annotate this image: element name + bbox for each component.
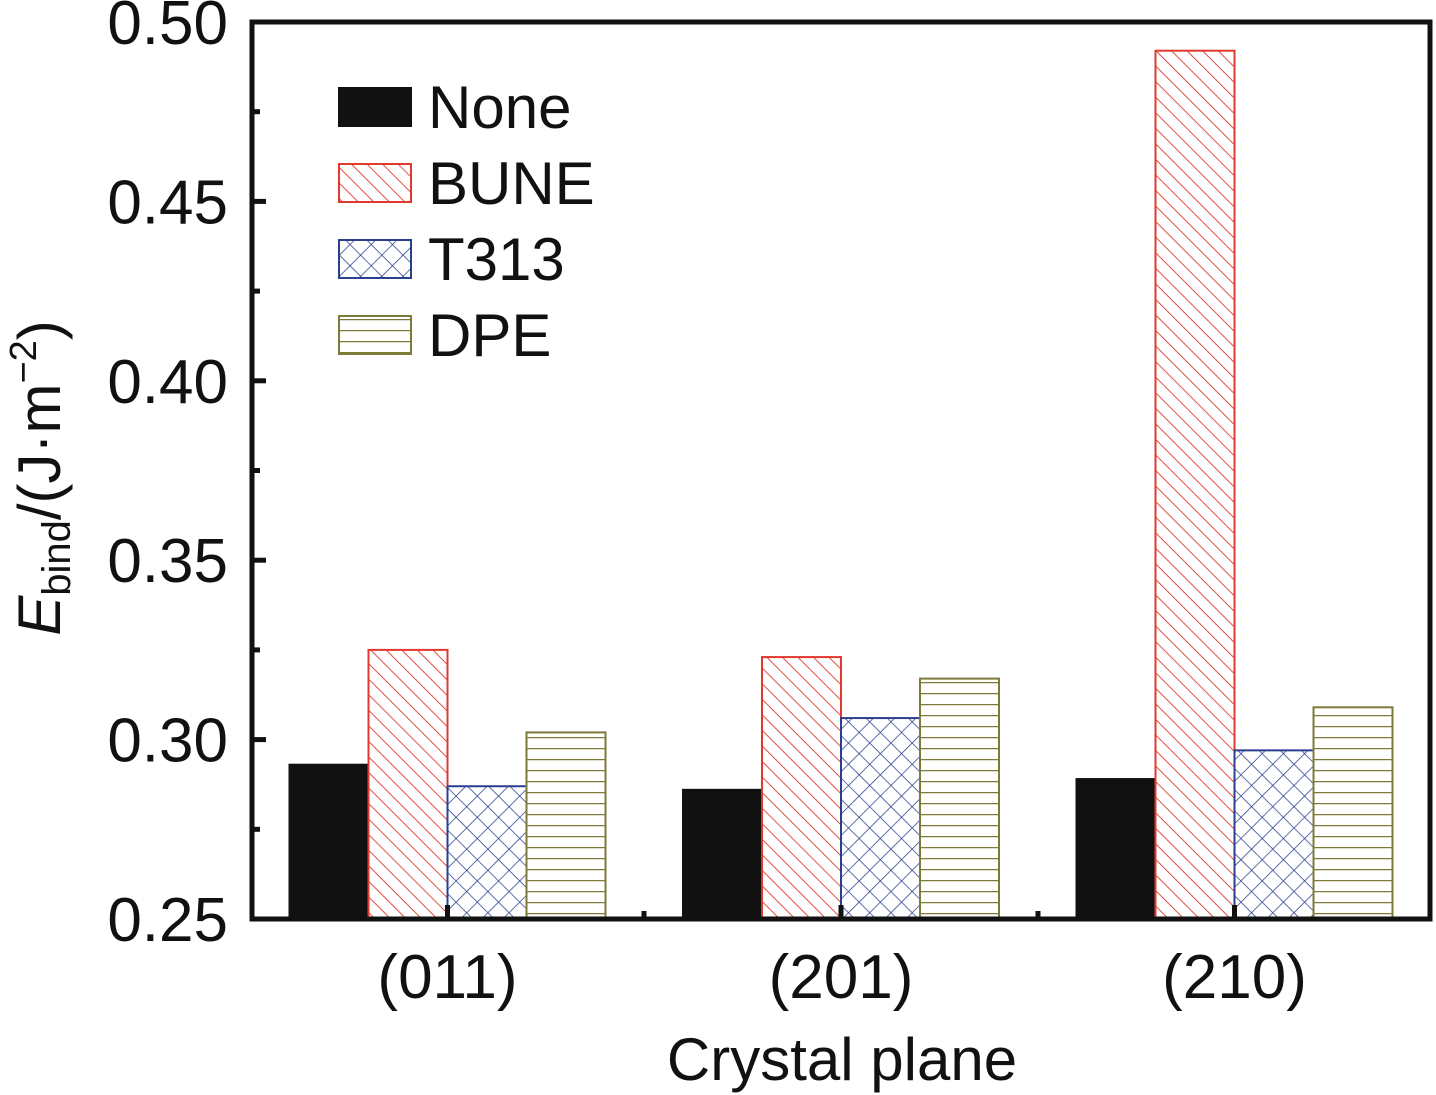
- bar-dpe-0: [525, 731, 607, 921]
- y-tick-label: 0.40: [107, 348, 228, 417]
- x-tick-label: (201): [769, 943, 914, 1012]
- bar-t313-2: [1233, 749, 1315, 921]
- y-tick-label: 0.30: [107, 707, 228, 776]
- labels-layer: 0.25 0.30 0.35 0.40 0.45 0.50 (011) (201) (210): [107, 0, 1307, 1012]
- x-tick-label: (011): [377, 943, 517, 1012]
- bar-bune-2: [1154, 49, 1236, 921]
- legend: None BUNE T313 DPE: [338, 74, 595, 369]
- y-tick-label: 0.50: [107, 0, 228, 58]
- legend-swatch-dpe: [338, 315, 412, 355]
- y-tick-label: 0.45: [107, 168, 228, 237]
- y-axis-close: ): [6, 320, 73, 340]
- legend-label-bune: BUNE: [428, 150, 595, 217]
- legend-label-none: None: [428, 74, 571, 141]
- bar-t313-0: [446, 785, 528, 921]
- legend-swatch-t313: [338, 239, 412, 279]
- x-tick-label: (210): [1162, 943, 1307, 1012]
- legend-label-dpe: DPE: [428, 302, 551, 369]
- bar-none-1: [682, 788, 763, 920]
- y-axis-unit: /(J·m: [6, 384, 73, 521]
- bar-t313-1: [840, 717, 921, 921]
- bar-dpe-2: [1312, 706, 1394, 920]
- y-axis-subscript: bind: [35, 520, 79, 596]
- bar-dpe-1: [919, 677, 1000, 920]
- axes-layer: [249, 19, 1433, 922]
- bar-none-2: [1075, 778, 1157, 920]
- y-axis-symbol: E: [6, 595, 73, 636]
- legend-swatch-bune: [338, 163, 412, 203]
- bar-none-0: [288, 763, 370, 920]
- bar-bune-1: [761, 656, 842, 920]
- x-axis-title: Crystal plane: [667, 1026, 1017, 1093]
- y-tick-label: 0.25: [107, 886, 228, 955]
- legend-label-t313: T313: [428, 226, 565, 293]
- y-axis-exponent: −2: [3, 340, 45, 383]
- legend-swatch-none: [338, 87, 412, 127]
- y-axis-title: Ebind/(J·m−2): [3, 320, 79, 636]
- y-tick-label: 0.35: [107, 527, 228, 596]
- bar-bune-0: [367, 648, 449, 921]
- bars-layer: [288, 49, 1394, 921]
